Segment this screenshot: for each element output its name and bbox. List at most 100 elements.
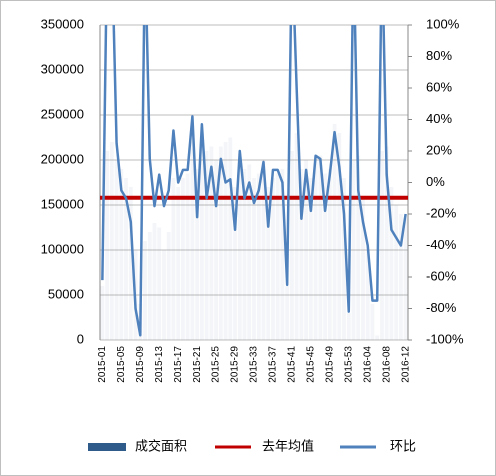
bar (266, 187, 271, 340)
bar (308, 178, 313, 340)
y-tick-label: 300000 (41, 61, 84, 76)
bar (218, 146, 223, 340)
bar (280, 169, 285, 340)
bar (214, 160, 218, 340)
bar (237, 160, 242, 340)
legend-label: 环比 (390, 438, 416, 453)
bar (143, 241, 147, 340)
x-tick-label: 2015-41 (287, 346, 298, 383)
bar (327, 169, 332, 340)
y2-tick-label: -100% (426, 331, 464, 346)
bar (204, 151, 209, 340)
legend-swatch (88, 443, 126, 451)
bar (190, 142, 195, 340)
x-tick-label: 2015-01 (97, 346, 108, 383)
bar (337, 133, 342, 340)
plot (100, 25, 408, 340)
bar (199, 133, 204, 340)
y2-tick-label: 80% (426, 48, 452, 63)
bar (370, 304, 375, 340)
bar (247, 164, 252, 340)
bar (271, 178, 275, 340)
bar (195, 169, 200, 340)
bar (105, 151, 110, 340)
y2-tick-label: 40% (426, 111, 452, 126)
line (101, 25, 407, 337)
y2-tick-label: 100% (426, 16, 460, 31)
bar (162, 250, 166, 340)
bar (361, 196, 365, 340)
x-tick-label: 2015-21 (192, 346, 203, 383)
bar (252, 178, 256, 340)
y2-tick-label: -40% (426, 237, 457, 252)
bar (124, 178, 128, 340)
bar (233, 187, 237, 340)
bar (294, 133, 299, 340)
bar (181, 178, 185, 340)
y2-tick-label: -60% (426, 268, 457, 283)
bar (109, 142, 114, 340)
x-tick-label: 2015-09 (135, 346, 146, 383)
x-tick-label: 2015-49 (324, 346, 335, 383)
y-tick-label: 100000 (41, 241, 84, 256)
bar (398, 214, 403, 340)
x-tick-label: 2015-05 (116, 346, 127, 383)
bar (384, 146, 389, 340)
bar (389, 187, 394, 340)
bar (114, 160, 119, 340)
y2-tick-label: 60% (426, 79, 452, 94)
y-tick-label: 150000 (41, 196, 84, 211)
bar (365, 250, 370, 340)
bar (147, 232, 152, 340)
legend-label: 成交面积 (135, 438, 187, 453)
y2-tick-label: 0% (426, 174, 445, 189)
bar (346, 313, 351, 340)
y-tick-label: 350000 (41, 16, 84, 31)
bar (299, 169, 304, 340)
x-tick-label: 2015-29 (230, 346, 241, 383)
x-tick-label: 2016-12 (400, 346, 411, 383)
bar (323, 173, 327, 340)
bar (119, 169, 124, 340)
x-tick-label: 2015-53 (343, 346, 354, 383)
bar (332, 124, 337, 340)
bar (351, 160, 356, 340)
x-tick-label: 2015-25 (211, 346, 222, 383)
bar (290, 151, 294, 340)
bar (228, 137, 233, 340)
bar (256, 173, 261, 340)
bar (342, 178, 346, 340)
x-tick-label: 2015-33 (249, 346, 260, 383)
bar (275, 173, 280, 340)
x-tick-label: 2015-17 (173, 346, 184, 383)
bar (313, 160, 318, 340)
bar (380, 151, 384, 340)
bar (223, 142, 228, 340)
x-tick-label: 2015-13 (154, 346, 165, 383)
y-tick-label: 50000 (48, 286, 84, 301)
bar (242, 169, 247, 340)
bar (185, 173, 190, 340)
bar (128, 187, 133, 340)
x-tick-label: 2016-04 (362, 346, 373, 383)
bar (304, 160, 309, 340)
bar (375, 335, 380, 340)
y-tick-label: 200000 (41, 151, 84, 166)
y-tick-label: 0 (77, 331, 84, 346)
bar (403, 218, 408, 340)
bar (100, 286, 105, 340)
y-tick-label: 250000 (41, 106, 84, 121)
bar (356, 155, 361, 340)
bar (166, 232, 171, 340)
bar (152, 223, 157, 340)
y2-tick-label: -20% (426, 205, 457, 220)
x-tick-label: 2016-08 (381, 346, 392, 383)
bar (318, 155, 323, 340)
y2-tick-label: 20% (426, 142, 452, 157)
bar (285, 286, 290, 340)
bar (176, 187, 181, 340)
bar (394, 205, 399, 340)
x-tick-label: 2015-37 (268, 346, 279, 383)
